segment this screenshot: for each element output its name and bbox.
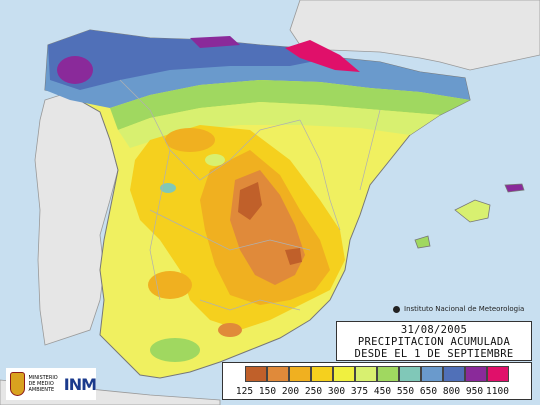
title-line2: DESDE EL 1 DE SEPTIEMBRE: [354, 348, 514, 360]
legend-threshold-label: 450: [373, 386, 392, 397]
legend-threshold-label: 200: [281, 386, 300, 397]
copyright-icon: [393, 305, 400, 313]
legend-threshold-label: 125: [235, 386, 254, 397]
central-teal-spot: [160, 183, 176, 193]
logos: MINISTERIO DE MEDIO AMBIENTE INM: [6, 368, 97, 400]
legend-swatch: [289, 366, 311, 382]
ibiza: [414, 235, 431, 249]
galicia-max-zone: [57, 56, 93, 84]
legend-threshold-label: 550: [396, 386, 415, 397]
regional-borders: [119, 79, 381, 311]
south-green-zone: [150, 338, 200, 362]
credit-text: Instituto Nacional de Meteorologia: [404, 305, 525, 313]
legend-swatch: [465, 366, 487, 382]
title-date: 31/08/2005: [400, 324, 468, 336]
south-orange-spot: [218, 323, 242, 337]
france-land: [289, 0, 540, 71]
zone-125-150-a: [238, 182, 262, 220]
mallorca: [454, 199, 491, 223]
title-line1: PRECIPITACION ACUMULADA: [357, 336, 511, 348]
menorca: [504, 183, 525, 193]
ministry-label: MINISTERIO DE MEDIO AMBIENTE: [28, 375, 58, 393]
legend-swatches: [245, 366, 509, 382]
inm-logo: INM: [63, 374, 97, 394]
cantabria-max-zone: [285, 40, 360, 72]
legend-swatch: [399, 366, 421, 382]
legend-threshold-label: 300: [327, 386, 346, 397]
legend-swatch: [421, 366, 443, 382]
legend-threshold-label: 950: [465, 386, 484, 397]
legend-swatch: [443, 366, 465, 382]
orange-patch-west: [148, 271, 192, 299]
central-lime-spot: [205, 154, 225, 166]
legend-threshold-label: 150: [258, 386, 277, 397]
legend-swatch: [267, 366, 289, 382]
orange-patch-north: [165, 128, 215, 152]
legend-labels: 125 150 200 250 300 375 450 550 650 800 950 1100: [233, 386, 509, 397]
spain-crest-icon: [10, 372, 26, 396]
asturias-zone-950: [190, 36, 240, 48]
legend-threshold-label: 650: [419, 386, 438, 397]
zone-125-150-b: [285, 248, 302, 265]
credit-note: Instituto Nacional de Meteorologia: [393, 305, 524, 313]
northern-zone-800-950: [48, 30, 330, 90]
legend-threshold-label: 800: [442, 386, 461, 397]
legend: 125 150 200 250 300 375 450 550 650 800 950 1100: [222, 362, 532, 400]
legend-swatch: [487, 366, 509, 382]
title-box: 31/08/2005 PRECIPITACION ACUMULADA DESDE…: [336, 321, 532, 361]
legend-swatch: [245, 366, 267, 382]
legend-swatch: [355, 366, 377, 382]
legend-threshold-label: 375: [350, 386, 369, 397]
legend-swatch: [333, 366, 355, 382]
legend-threshold-label: 1100: [486, 386, 509, 397]
band-450-550: [110, 80, 470, 130]
legend-swatch: [311, 366, 333, 382]
legend-swatch: [377, 366, 399, 382]
legend-threshold-label: 250: [304, 386, 323, 397]
